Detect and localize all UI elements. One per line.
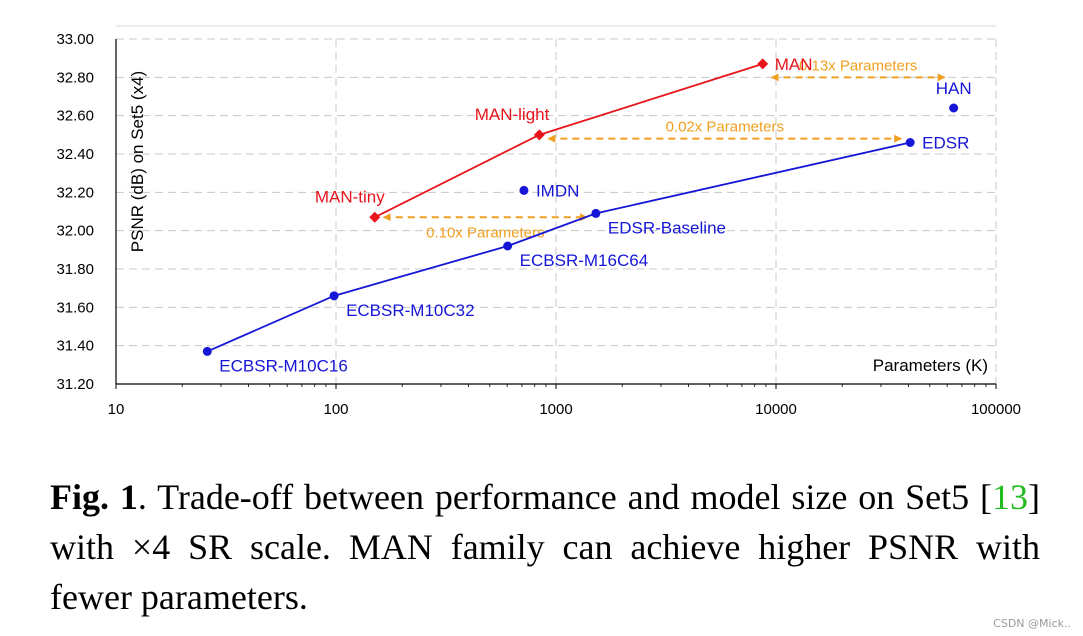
data-point-label: ECBSR-M10C16 <box>219 356 347 375</box>
annotation-layer: 0.10x Parameters 0.02x Parameters 0.13x Pa… <box>382 57 946 241</box>
data-point-label: MAN <box>775 55 813 74</box>
data-point-marker <box>591 208 601 218</box>
x-tick-label: 100000 <box>971 401 1021 418</box>
y-tick-label: 31.60 <box>56 299 94 316</box>
data-point-label: MAN-tiny <box>315 187 385 206</box>
x-tick-label: 10 <box>108 401 125 418</box>
data-point-marker <box>519 185 529 195</box>
figure-label: Fig. 1 <box>50 477 138 517</box>
watermark: CSDN @Mick.. <box>993 617 1071 630</box>
y-tick-label: 31.40 <box>56 338 94 355</box>
data-point-marker <box>369 211 381 223</box>
point-label-layer: MAN-tiny MAN-light MAN ECBSR-M10C16 ECBSR-M1… <box>219 55 972 375</box>
series-layer <box>202 58 959 356</box>
y-tick-label: 31.20 <box>56 376 94 393</box>
data-point-label: MAN-light <box>475 105 550 124</box>
y-tick-label: 32.80 <box>56 69 94 86</box>
annotation-label: 0.10x Parameters <box>426 224 544 241</box>
y-tick-label: 32.40 <box>56 146 94 163</box>
x-tick-label: 1000 <box>539 401 572 418</box>
psnr-vs-parameters-chart: 10 100 1000 10000 100000 31.20 31.40 31.60 31.8… <box>56 25 1021 418</box>
series-line <box>206 141 911 353</box>
grid-layer <box>116 25 997 384</box>
data-point-label: IMDN <box>536 181 579 200</box>
x-axis-label: Parameters (K) <box>873 356 988 375</box>
x-tick-label: 10000 <box>755 401 797 418</box>
data-point-label: ECBSR-M16C64 <box>520 251 649 270</box>
y-tick-label: 32.00 <box>56 223 94 240</box>
citation-link[interactable]: 13 <box>992 477 1028 517</box>
data-point-label: EDSR <box>922 134 969 153</box>
data-point-marker <box>503 241 513 251</box>
y-tick-labels: 31.20 31.40 31.60 31.80 32.00 32.20 32.40 32.60… <box>56 31 94 393</box>
x-tick-label: 100 <box>323 401 348 418</box>
data-point-marker <box>202 346 212 356</box>
y-tick-label: 32.60 <box>56 108 94 125</box>
annotation-label: 0.02x Parameters <box>666 119 784 136</box>
data-point-marker <box>905 138 915 147</box>
y-tick-label: 33.00 <box>56 31 94 48</box>
data-point-label: EDSR-Baseline <box>608 218 726 237</box>
annotation-label: 0.13x Parameters <box>799 57 917 74</box>
caption-text-part-2: ] with ×4 SR scale. MAN family can achie… <box>50 477 1040 617</box>
data-point-label: HAN <box>936 79 972 98</box>
figure-caption: Fig. 1. Trade-off between performance an… <box>50 472 1040 622</box>
data-point-marker <box>949 103 959 113</box>
y-axis-label: PSNR (dB) on Set5 (x4) <box>128 71 147 252</box>
x-tick-labels: 10 100 1000 10000 100000 <box>108 384 1021 418</box>
data-point-marker <box>757 58 769 70</box>
data-point-marker <box>329 291 339 301</box>
data-point-label: ECBSR-M10C32 <box>346 301 475 320</box>
caption-text-part-1: . Trade-off between performance and mode… <box>137 477 992 517</box>
y-tick-label: 31.80 <box>56 261 94 278</box>
data-point-marker <box>533 129 545 141</box>
y-tick-label: 32.20 <box>56 184 94 201</box>
